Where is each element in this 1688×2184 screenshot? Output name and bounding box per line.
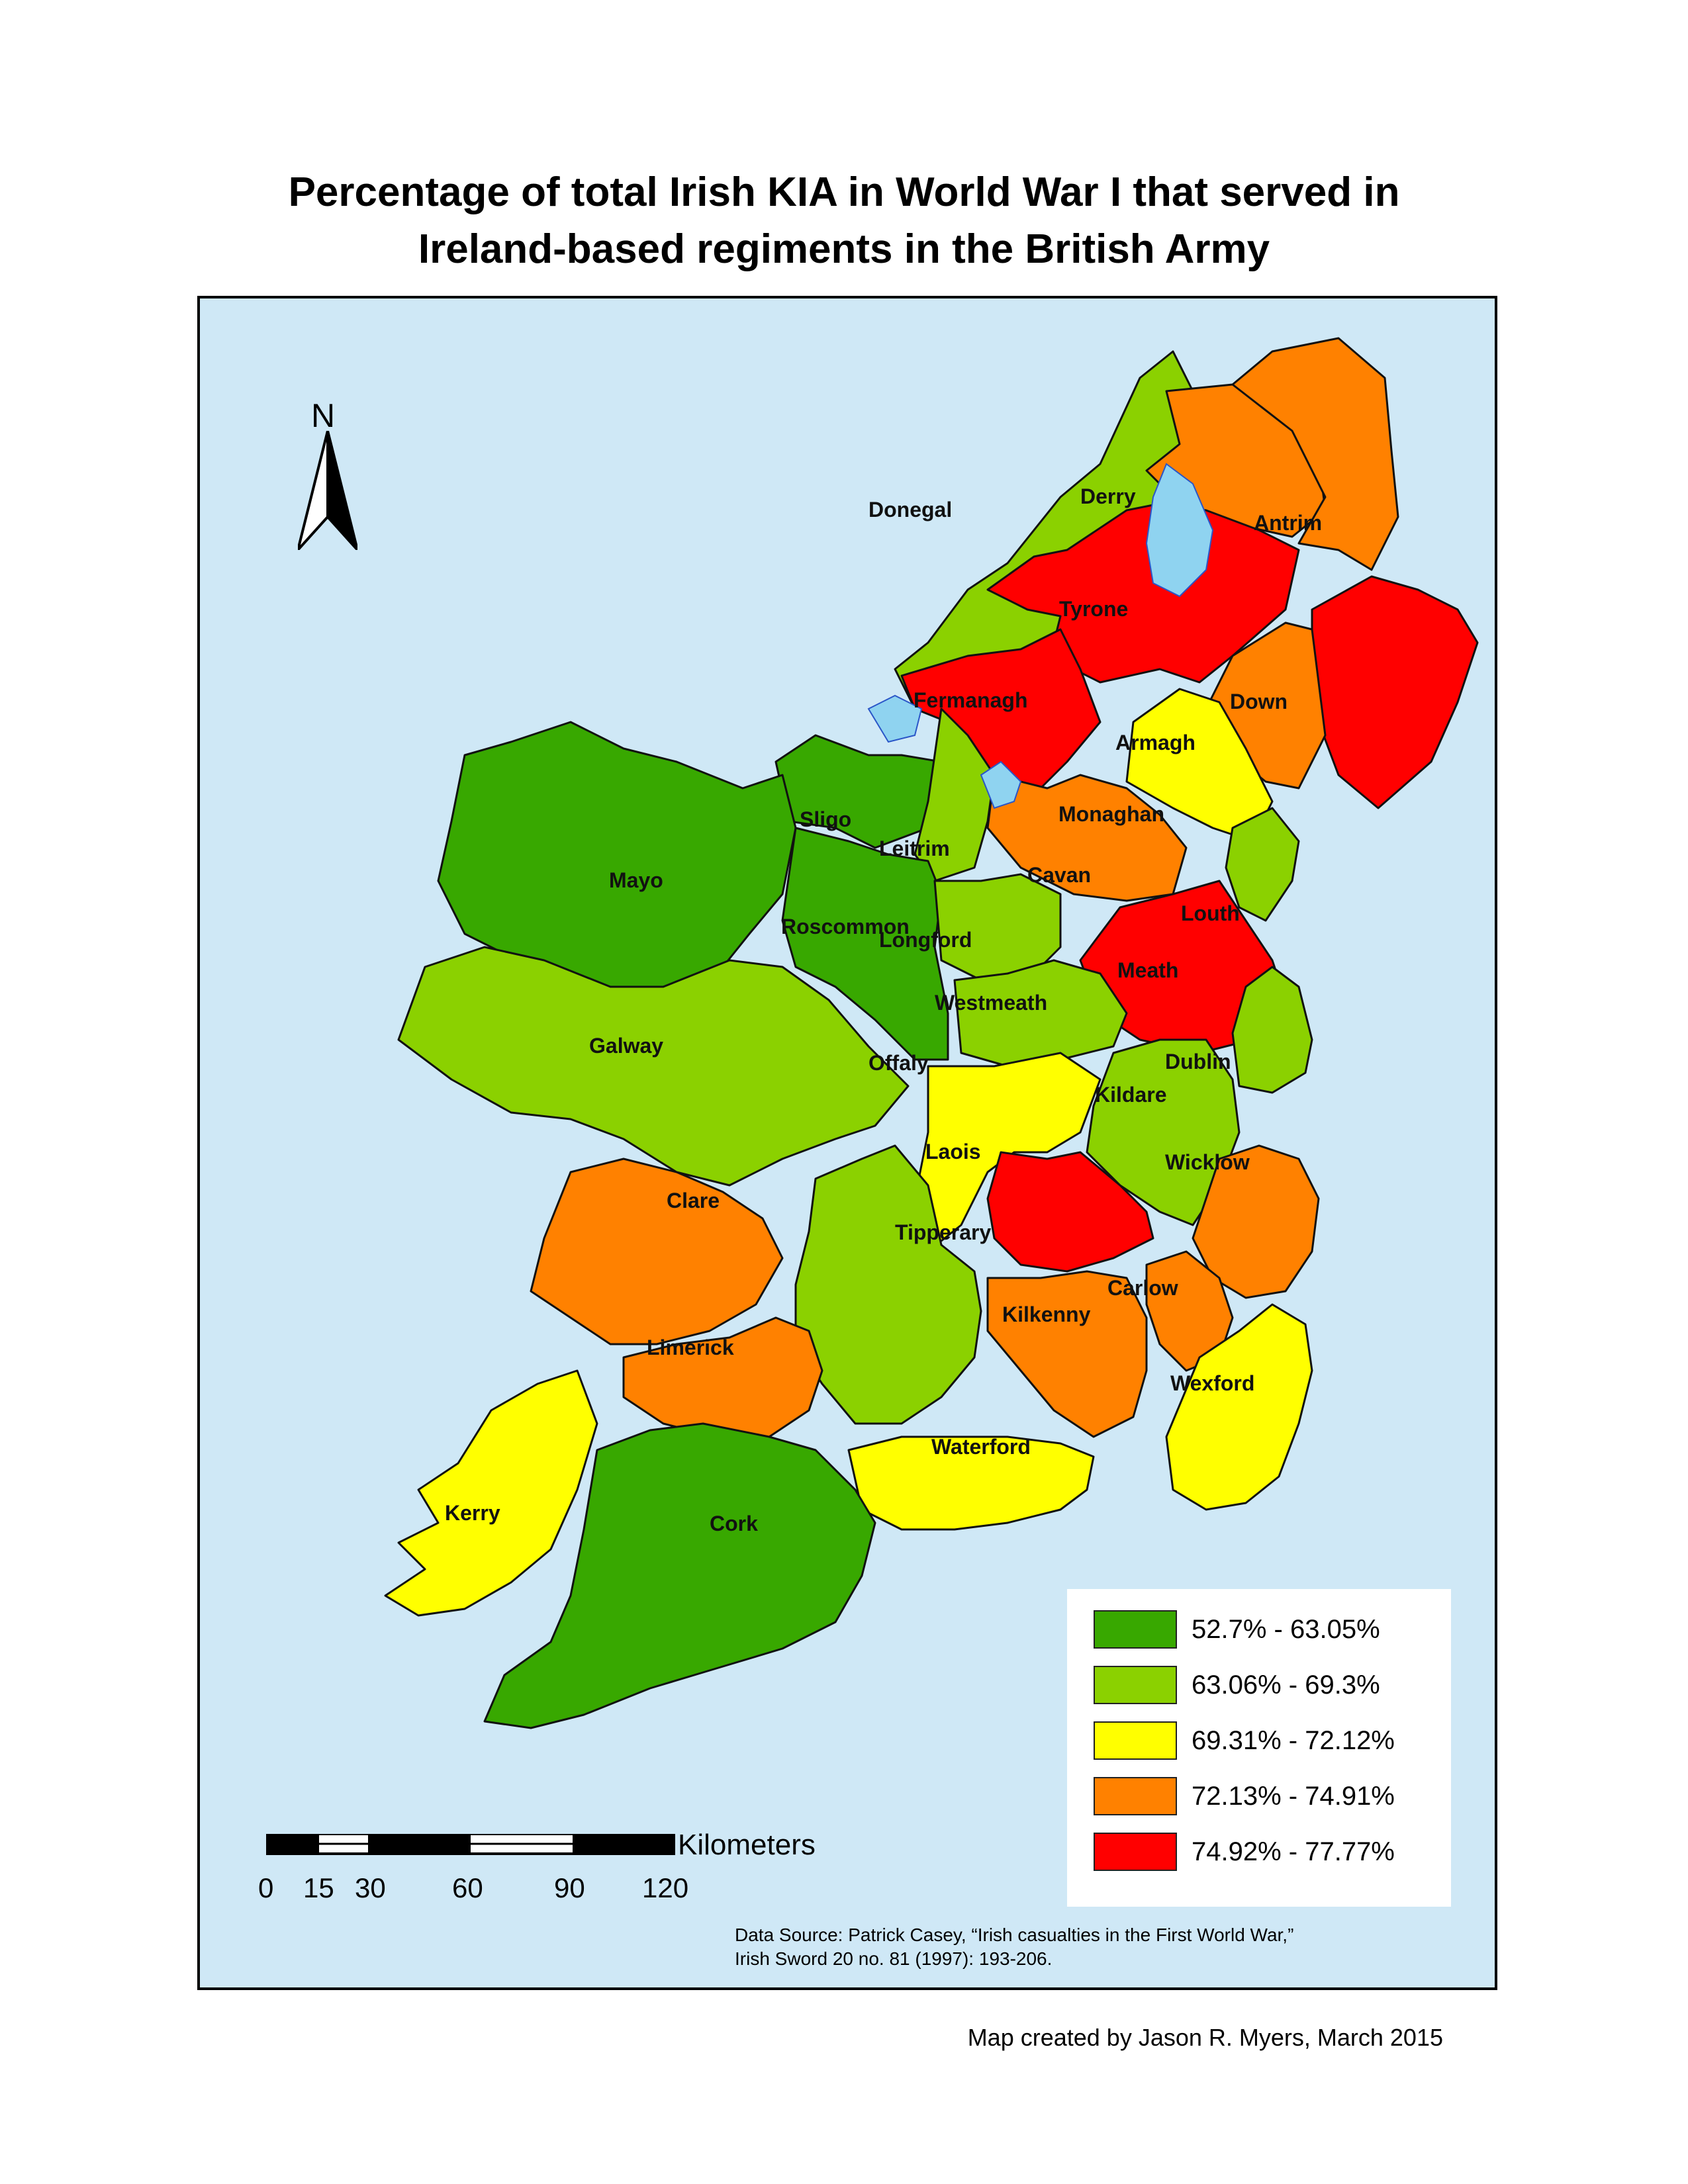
county-label-westmeath: Westmeath: [935, 991, 1047, 1015]
scale-tick-15: 15: [303, 1872, 334, 1903]
county-label-tipperary: Tipperary: [895, 1220, 991, 1244]
county-label-mayo: Mayo: [609, 868, 663, 892]
county-label-kildare: Kildare: [1095, 1083, 1166, 1107]
scale-tick-90: 90: [554, 1872, 585, 1903]
legend-item: 52.7% - 63.05%: [1094, 1609, 1380, 1650]
legend-label: 63.06% - 69.3%: [1192, 1670, 1380, 1700]
north-arrow-icon: [298, 431, 357, 550]
county-label-waterford: Waterford: [931, 1435, 1031, 1459]
county-antrim: [1231, 337, 1399, 571]
scale-units: Kilometers: [678, 1829, 816, 1861]
county-label-wexford: Wexford: [1170, 1371, 1254, 1395]
data-source: Data Source: Patrick Casey, “Irish casua…: [735, 1923, 1463, 1971]
county-mayo: [437, 721, 797, 988]
county-label-leitrim: Leitrim: [879, 837, 950, 860]
county-kerry: [384, 1369, 598, 1617]
county-label-sligo: Sligo: [800, 807, 851, 831]
county-label-cork: Cork: [710, 1512, 758, 1535]
county-label-kilkenny: Kilkenny: [1002, 1302, 1091, 1326]
legend-item: 63.06% - 69.3%: [1094, 1664, 1380, 1706]
county-laois: [986, 1151, 1154, 1273]
scale-tick-120: 120: [642, 1872, 689, 1903]
legend-label: 74.92% - 77.77%: [1192, 1837, 1395, 1866]
legend-swatch: [1094, 1666, 1177, 1704]
county-label-cavan: Cavan: [1027, 863, 1091, 887]
legend-swatch: [1094, 1721, 1177, 1760]
legend-swatch: [1094, 1777, 1177, 1815]
county-longford: [933, 873, 1062, 981]
legend-label: 69.31% - 72.12%: [1192, 1725, 1395, 1755]
county-cavan: [986, 774, 1188, 902]
county-label-fermanagh: Fermanagh: [914, 688, 1027, 712]
legend-item: 74.92% - 77.77%: [1094, 1831, 1395, 1872]
county-label-antrim: Antrim: [1254, 511, 1322, 535]
county-wexford: [1165, 1303, 1313, 1511]
legend-swatch: [1094, 1610, 1177, 1649]
county-roscommon: [781, 827, 949, 1061]
lake-3: [980, 760, 1022, 809]
data-source-line-1: Data Source: Patrick Casey, “Irish casua…: [735, 1925, 1294, 1945]
legend-label: 72.13% - 74.91%: [1192, 1781, 1395, 1811]
legend-item: 72.13% - 74.91%: [1094, 1776, 1395, 1817]
data-source-line-2: Irish Sword 20 no. 81 (1997): 193-206.: [735, 1948, 1053, 1969]
county-label-laois: Laois: [925, 1140, 981, 1163]
map-frame: Donegal Derry Antrim Tyrone Fermanagh Down Arm…: [197, 296, 1497, 1990]
county-label-kerry: Kerry: [445, 1501, 500, 1525]
county-label-derry: Derry: [1080, 484, 1136, 508]
county-label-down: Down: [1230, 690, 1288, 713]
county-label-donegal: Donegal: [868, 498, 952, 522]
legend: 52.7% - 63.05% 63.06% - 69.3% 69.31% - 72.…: [1067, 1589, 1451, 1907]
county-leitrim: [914, 707, 996, 882]
county-label-monaghan: Monaghan: [1058, 802, 1164, 826]
title-line-1: Percentage of total Irish KIA in World W…: [288, 169, 1400, 215]
ireland-map: Donegal Derry Antrim Tyrone Fermanagh Down Arm…: [384, 337, 1479, 1729]
scale-tick-60: 60: [452, 1872, 483, 1903]
county-label-limerick: Limerick: [647, 1336, 734, 1359]
north-letter: N: [311, 397, 336, 434]
county-label-meath: Meath: [1117, 958, 1178, 982]
county-label-louth: Louth: [1181, 901, 1240, 925]
county-louth: [1225, 807, 1300, 922]
county-dublin: [1231, 966, 1313, 1094]
county-label-tyrone: Tyrone: [1059, 597, 1128, 621]
scale-tick-0: 0: [258, 1872, 274, 1903]
county-tipperary: [794, 1144, 982, 1425]
county-label-roscommon: Roscommon: [781, 915, 910, 938]
county-limerick: [622, 1316, 823, 1438]
county-label-offaly: Offaly: [868, 1051, 929, 1075]
lake-2: [867, 694, 923, 743]
map-title: Percentage of total Irish KIA in World W…: [0, 164, 1688, 278]
legend-label: 52.7% - 63.05%: [1192, 1614, 1380, 1644]
county-label-dublin: Dublin: [1165, 1050, 1231, 1073]
scale-bar: [266, 1834, 675, 1855]
county-down: [1311, 575, 1479, 809]
scale-tick-30: 30: [355, 1872, 386, 1903]
county-label-carlow: Carlow: [1107, 1276, 1178, 1300]
county-label-wicklow: Wicklow: [1165, 1150, 1250, 1174]
county-westmeath: [953, 959, 1128, 1068]
map-credit: Map created by Jason R. Myers, March 201…: [967, 2024, 1443, 2051]
county-waterford: [847, 1435, 1095, 1531]
lake-1: [1145, 463, 1214, 598]
county-cork: [483, 1422, 876, 1729]
title-line-2: Ireland-based regiments in the British A…: [418, 226, 1270, 272]
legend-swatch: [1094, 1833, 1177, 1871]
county-label-clare: Clare: [667, 1189, 720, 1212]
county-clare: [530, 1158, 784, 1345]
county-galway: [397, 946, 910, 1187]
county-label-armagh: Armagh: [1115, 731, 1196, 754]
legend-item: 69.31% - 72.12%: [1094, 1720, 1395, 1761]
county-label-galway: Galway: [589, 1034, 663, 1058]
county-label-longford: Longford: [879, 928, 972, 952]
county-wicklow: [1192, 1144, 1320, 1299]
county-kilkenny: [986, 1270, 1148, 1438]
